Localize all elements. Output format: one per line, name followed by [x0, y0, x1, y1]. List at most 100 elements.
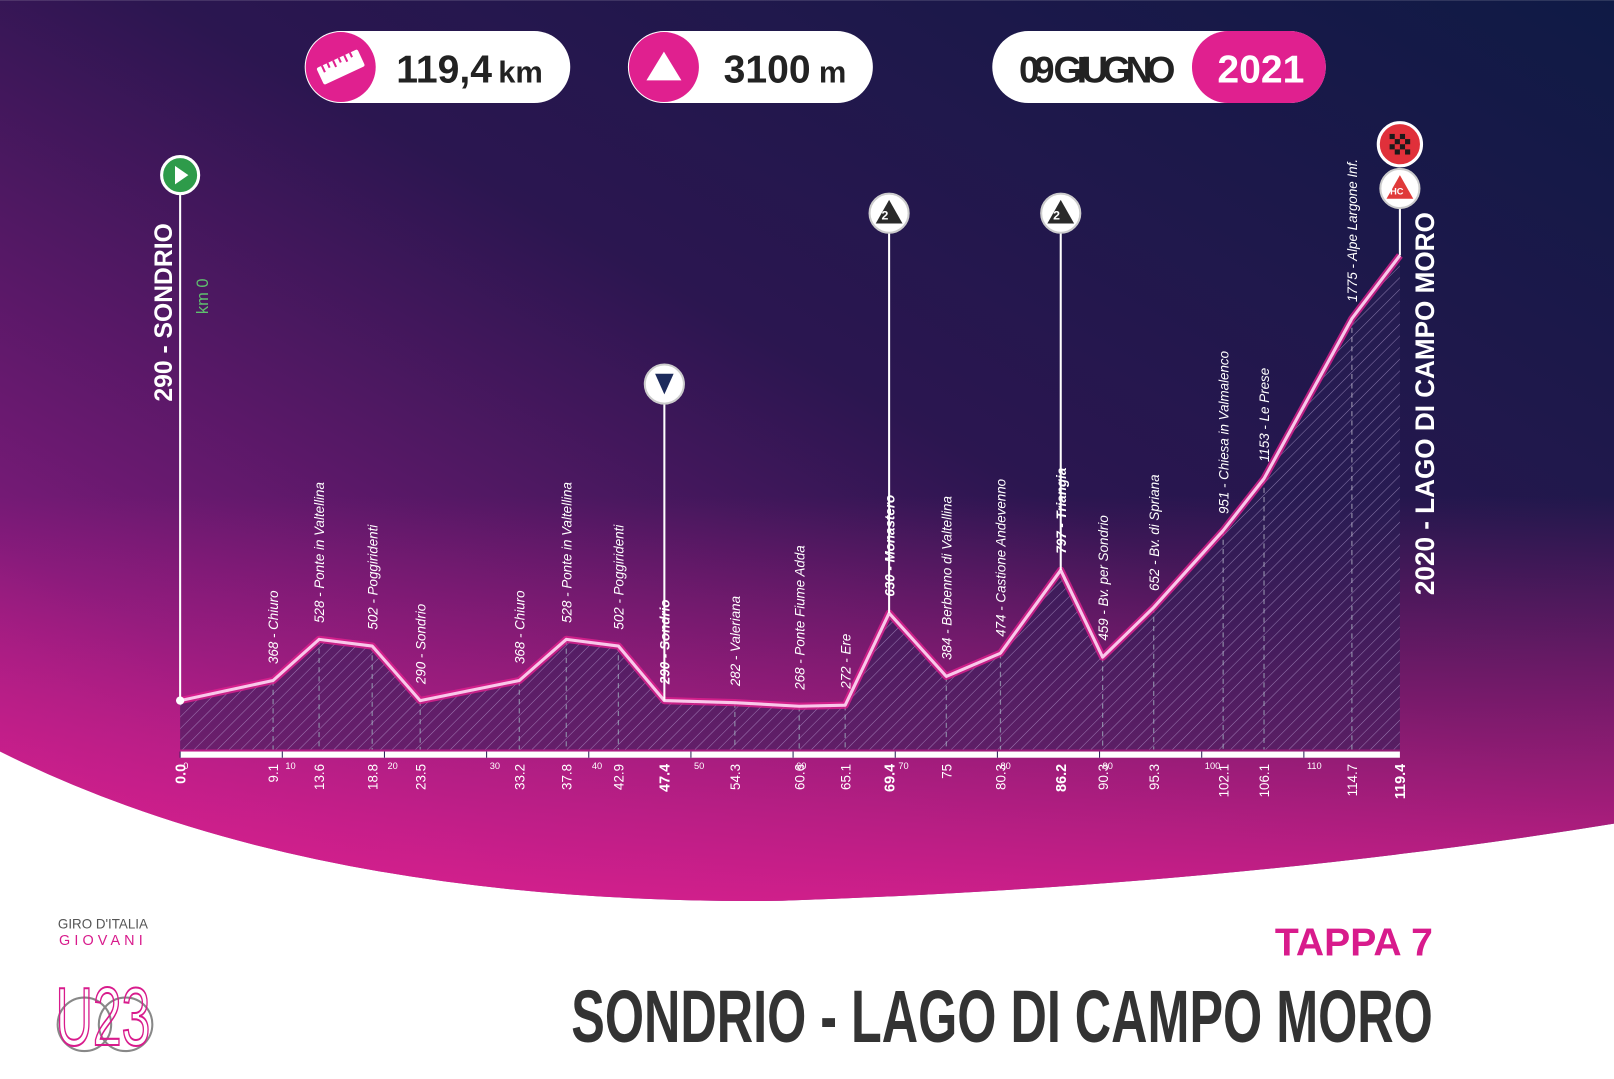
waypoint-label: 951 - Chiesa in Valmalenco — [1216, 350, 1231, 514]
km-label: 102.1 — [1216, 764, 1231, 797]
scale-tick-label: 50 — [694, 761, 704, 771]
climb-glyph — [1047, 199, 1075, 224]
km-label: 60.6 — [792, 764, 807, 790]
km-label: 37.8 — [559, 764, 574, 790]
stage-number: TAPPA 7 — [1275, 921, 1433, 964]
km-label: 80.3 — [994, 764, 1009, 790]
profile-area — [180, 255, 1400, 750]
distance: 119,4 km — [396, 48, 543, 91]
waypoint-label: 282 - Valeriana — [728, 596, 743, 687]
km-label: 47.4 — [658, 764, 674, 792]
finish-check — [1389, 133, 1395, 140]
start-label: 290 - SONDRIO — [151, 223, 178, 401]
climbing: 3100 m — [724, 48, 847, 91]
km-label: 114.7 — [1345, 764, 1360, 796]
scale-tick-label: 80 — [1000, 761, 1010, 771]
waypoint-label: 502 - Poggiridenti — [612, 524, 627, 630]
finish-label: 2020 - LAGO DI CAMPO MORO — [1410, 212, 1440, 595]
logo-brand: GIRO D'ITALIA — [58, 917, 148, 932]
km-label: 33.2 — [512, 764, 527, 790]
km-label: 42.9 — [612, 764, 627, 790]
km-label: 54.3 — [728, 764, 743, 790]
profile-line — [179, 254, 1402, 708]
scale-tick-label: 60 — [796, 761, 806, 771]
finish-check — [1405, 139, 1411, 145]
distance-bar — [180, 751, 1400, 758]
sprint-glyph — [655, 373, 674, 395]
finish-check — [1405, 149, 1411, 155]
km-label: 13.6 — [312, 764, 327, 790]
waypoint-label: 368 - Chiuro — [512, 590, 527, 664]
scale-tick-label: 10 — [285, 761, 295, 771]
finish-check — [1389, 144, 1395, 150]
climb-glyph — [875, 199, 903, 224]
waypoint-label: 474 - Castione Andevenno — [994, 478, 1009, 636]
scale-tick-label: 40 — [592, 761, 602, 771]
km-label: 95.3 — [1147, 764, 1162, 790]
climb-category: HC — [1390, 187, 1404, 197]
finish-check — [1399, 144, 1406, 150]
km-label: 0.0 — [173, 764, 189, 784]
logo-sub: GIOVANI — [59, 933, 147, 949]
climb-category: 2 — [882, 208, 889, 222]
start-glyph — [174, 165, 189, 185]
logo: GIRO D'ITALIA GIOVANI U23 — [55, 917, 154, 1064]
year-bg — [1191, 31, 1326, 104]
mountain-glyph — [646, 51, 682, 81]
logo-wheel — [56, 996, 113, 1053]
pill-bg — [304, 31, 571, 104]
plot: 0 10 20 30 40 50 60 70 80 90 100 110 0.0 9.1 13.6 18.8 2… — [151, 121, 1440, 799]
distance-unit: km — [498, 54, 543, 89]
scale-tick-label: 100 — [1205, 761, 1220, 771]
waypoint-label: 652 - Bv. di Spriana — [1147, 474, 1162, 590]
waypoint-label: 368 - Chiuro — [266, 590, 281, 664]
finish-check — [1394, 139, 1400, 145]
ruler-glyph — [316, 49, 365, 85]
km-label: 119.4 — [1393, 764, 1409, 799]
distance-value: 119,4 — [396, 48, 492, 91]
waypoint-label: 268 - Ponte Fiume Adda — [792, 545, 807, 691]
scale-tick-label: 0 — [183, 761, 188, 771]
km-label: 65.1 — [838, 764, 853, 790]
year: 2021 — [1217, 48, 1304, 91]
waypoint-label: 528 - Ponte in Valtellina — [559, 482, 574, 623]
finish-check — [1399, 133, 1406, 140]
climbing-pill: 3100 m — [627, 31, 873, 104]
start-note: km 0 — [194, 278, 212, 314]
finish-check — [1394, 149, 1400, 155]
waypoint-label: 1775 - Alpe Largone Inf. — [1345, 159, 1360, 302]
scale-tick-label: 90 — [1103, 761, 1113, 771]
waypoint-label: 459 - Bv. per Sondrio — [1096, 515, 1111, 641]
scale-tick-label: 110 — [1307, 761, 1322, 771]
km-label: 106.1 — [1257, 764, 1272, 797]
waypoint-label: 272 - Ere — [838, 634, 853, 690]
distance-pill: 119,4 km — [304, 31, 571, 104]
climbing-value: 3100 — [724, 48, 811, 91]
waypoint-label: 502 - Poggiridenti — [365, 524, 380, 630]
logo-wheel — [97, 996, 154, 1053]
scale-tick-label: 30 — [490, 761, 500, 771]
logo-mark: U23 — [56, 971, 151, 1063]
date: 09 GIUGNO — [1019, 48, 1175, 90]
start-point — [176, 696, 185, 705]
scale-tick-label: 20 — [388, 761, 398, 771]
waypoint-label: 384 - Berbenno di Valtellina — [939, 496, 954, 660]
km-label: 90.3 — [1096, 764, 1111, 790]
route-title: SONDRIO - LAGO DI CAMPO MORO — [571, 975, 1433, 1058]
km-label: 18.8 — [365, 764, 380, 790]
scale-tick-label: 70 — [898, 761, 908, 771]
waypoint-label: 290 - Sondrio — [413, 603, 428, 685]
km-label: 69.4 — [882, 764, 898, 792]
climb-glyph — [1386, 175, 1414, 199]
date-pill: 09 GIUGNO 2021 — [992, 31, 1326, 104]
km-label: 86.2 — [1054, 764, 1070, 792]
waypoint-label: 528 - Ponte in Valtellina — [312, 482, 327, 623]
climbing-unit: m — [819, 54, 846, 89]
km-label: 23.5 — [413, 764, 428, 790]
waypoint-label: 1153 - Le Prese — [1257, 368, 1272, 462]
km-label: 9.1 — [266, 764, 281, 783]
km-label: 75 — [939, 764, 954, 779]
climb-category: 2 — [1053, 208, 1060, 222]
